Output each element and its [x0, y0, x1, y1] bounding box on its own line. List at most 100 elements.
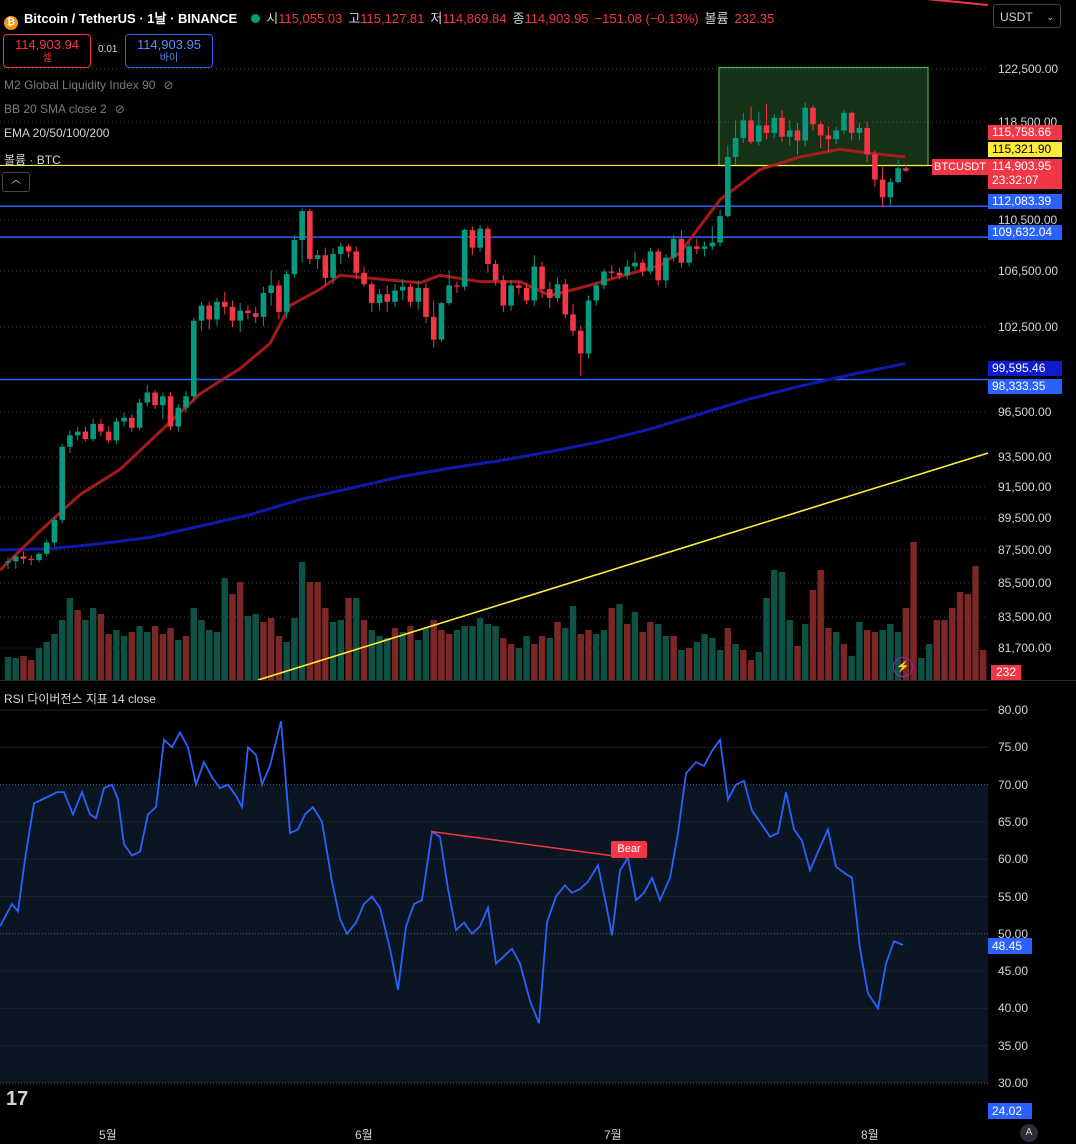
volume-bar: [97, 614, 105, 680]
volume-bar: [515, 648, 523, 680]
candle-body: [903, 168, 909, 171]
indicator-bb-label: BB 20 SMA close 2: [4, 102, 107, 116]
collapse-legend-button[interactable]: ︿: [2, 172, 30, 192]
volume-bar: [956, 592, 964, 680]
indicator-ema[interactable]: EMA 20/50/100/200: [4, 126, 109, 140]
volume-bar: [817, 570, 824, 680]
candle-body: [198, 305, 205, 321]
candle-body: [539, 266, 545, 290]
sell-label: 셀: [42, 53, 52, 64]
volume-bar: [252, 614, 259, 680]
volume-bar: [972, 566, 979, 680]
candle-body: [221, 301, 228, 307]
volume-bar: [887, 624, 894, 680]
candle-body: [547, 289, 553, 299]
candle-body: [446, 285, 452, 304]
rsi-tick: 30.00: [998, 1076, 1029, 1090]
indicator-m2[interactable]: M2 Global Liquidity Index 90 ⊘: [4, 78, 174, 92]
price-chart[interactable]: [0, 0, 988, 680]
candle-body: [20, 556, 27, 559]
candle-body: [314, 255, 321, 259]
volume-bar: [894, 632, 902, 680]
volume-bar: [206, 630, 213, 680]
rsi-pane[interactable]: [0, 681, 988, 1121]
candle-body: [167, 396, 174, 427]
lightning-icon[interactable]: ⚡: [893, 657, 913, 677]
open-label: 시: [266, 11, 279, 26]
range-rectangle[interactable]: [718, 66, 929, 167]
candle-body: [283, 274, 290, 312]
candle-body: [748, 120, 754, 142]
indicator-bb[interactable]: BB 20 SMA close 2 ⊘: [4, 102, 125, 116]
candle-body: [245, 310, 251, 314]
volume-bar: [531, 644, 538, 680]
volume-bar: [709, 638, 716, 680]
indicator-ema-label: EMA 20/50/100/200: [4, 126, 110, 140]
volume-bar: [407, 626, 414, 680]
sell-price: 114,903.94: [14, 37, 80, 52]
auto-scale-button[interactable]: A: [1020, 1124, 1038, 1142]
hidden-eye-icon[interactable]: ⊘: [114, 102, 125, 116]
candle-body: [82, 431, 89, 440]
candle-body: [817, 124, 824, 136]
volume-label: 볼륨: [704, 11, 729, 26]
sell-button[interactable]: 114,903.94 셀: [3, 34, 91, 68]
volume-bar: [167, 628, 174, 680]
rsi-current-tag: 48.45: [988, 938, 1032, 954]
rsi-tick: 60.00: [998, 852, 1029, 867]
volume-bar: [182, 636, 190, 680]
volume-bar: [863, 630, 871, 680]
volume-bar: [832, 632, 840, 680]
chevron-down-icon: ⌄: [1046, 12, 1054, 22]
volume-bar: [670, 636, 677, 680]
volume-bar: [647, 622, 654, 680]
rsi-line: [0, 720, 904, 1024]
volume-bar: [384, 638, 391, 680]
buy-button[interactable]: 114,903.95 바이: [125, 34, 213, 68]
candle-body: [175, 407, 182, 427]
candle-body: [624, 266, 630, 276]
pane-divider[interactable]: [0, 680, 1076, 681]
rsi-band: [0, 784, 988, 1083]
hidden-eye-icon[interactable]: ⊘: [163, 78, 174, 92]
candle-body: [864, 127, 870, 155]
price-tick: 110,500.00: [998, 213, 1058, 227]
candle-body: [779, 117, 785, 137]
rsi-title[interactable]: RSI 다이버전스 지표 14 close: [4, 692, 156, 706]
volume-bar: [453, 630, 461, 680]
volume-bar: [353, 598, 360, 680]
indicator-m2-label: M2 Global Liquidity Index 90: [4, 78, 156, 92]
indicator-volume[interactable]: 볼륨 · BTC: [4, 151, 61, 168]
symbol-title[interactable]: Bitcoin / TetherUS · 1날 · BINANCE: [24, 11, 238, 26]
volume-bar: [500, 638, 507, 680]
symbol-tag: BTCUSDT: [932, 159, 988, 175]
rsi-tick: 45.00: [998, 964, 1029, 979]
volume-bar: [763, 598, 770, 680]
price-tick: 102,500.00: [998, 320, 1059, 334]
price-tick: 81,700.00: [998, 641, 1052, 655]
volume-bar: [438, 630, 445, 680]
volume-bar: [337, 620, 345, 680]
candle-body: [477, 228, 483, 248]
candle-body: [376, 294, 383, 304]
volume-bar: [662, 636, 670, 680]
tradingview-logo[interactable]: 17: [6, 1088, 29, 1110]
volume-bar: [322, 608, 329, 680]
candle-body: [709, 242, 716, 247]
volume-bar: [941, 620, 948, 680]
candle-body: [160, 396, 166, 406]
volume-bar: [66, 598, 74, 680]
volume-bar: [747, 660, 755, 680]
candle-body: [330, 253, 336, 278]
last-price: 114,903.95: [992, 159, 1052, 173]
volume-bar: [213, 632, 221, 680]
candle-body: [879, 179, 886, 198]
ema200-price-tag: 99,595.46: [988, 361, 1062, 376]
currency-select[interactable]: USDT ⌄: [993, 4, 1061, 28]
candle-body: [825, 135, 832, 140]
candle-body: [717, 216, 723, 243]
yellow-line-price-tag: 115,321.90: [988, 142, 1062, 157]
low-value: 114,869.84: [442, 11, 507, 26]
volume-bar: [260, 622, 267, 680]
candle-body: [833, 130, 839, 140]
